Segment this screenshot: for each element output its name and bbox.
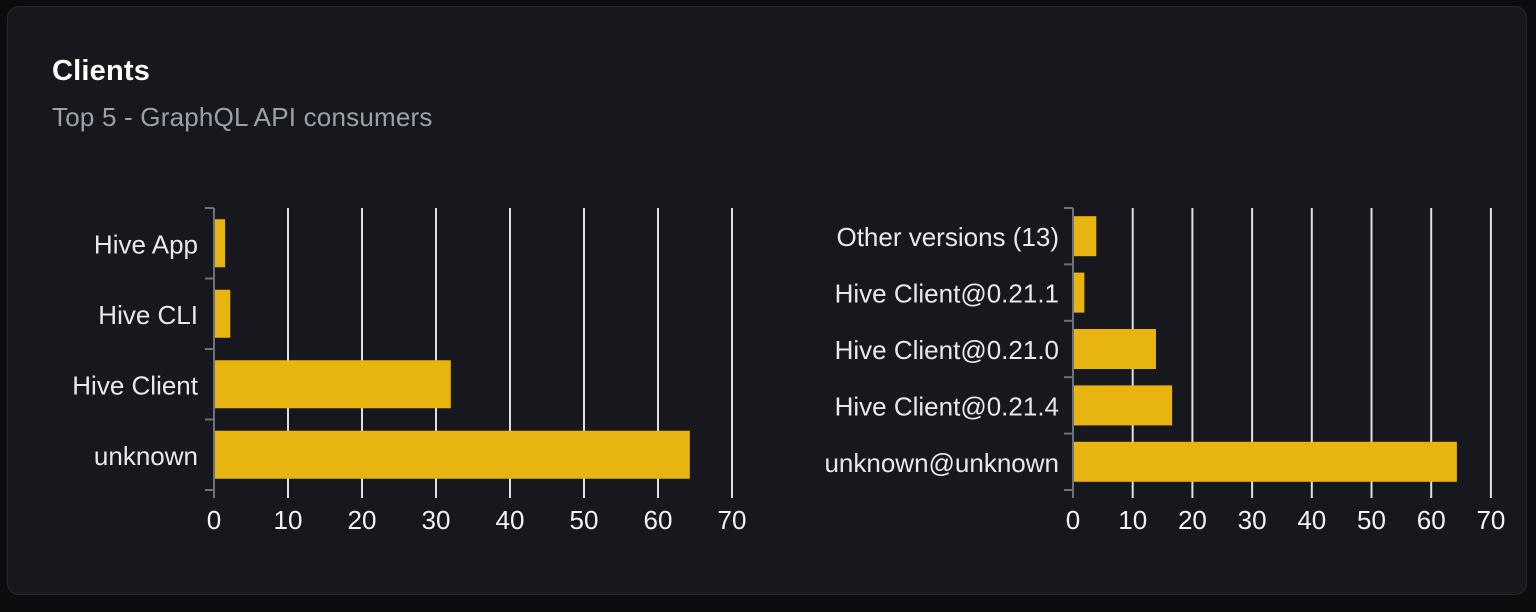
- bar-hive-cli[interactable]: [214, 289, 231, 338]
- page-title: Clients: [52, 55, 151, 87]
- category-label: Other versions (13): [836, 222, 1059, 252]
- bar-hive-client-0.21.0[interactable]: [1073, 329, 1156, 369]
- x-tick-label: 70: [718, 505, 747, 535]
- bar-hive-app[interactable]: [214, 219, 226, 268]
- x-tick-label: 10: [1118, 505, 1147, 535]
- x-tick-label: 60: [644, 505, 673, 535]
- category-label: unknown: [94, 441, 198, 471]
- bar-unknown[interactable]: [214, 430, 690, 479]
- category-label: Hive Client@0.21.4: [835, 391, 1059, 421]
- page-subtitle: Top 5 - GraphQL API consumers: [52, 102, 433, 132]
- x-tick-label: 20: [1178, 505, 1207, 535]
- category-label: unknown@unknown: [824, 448, 1059, 478]
- category-label: Hive CLI: [98, 300, 198, 330]
- x-tick-label: 30: [422, 505, 451, 535]
- bar-hive-client[interactable]: [214, 360, 451, 409]
- x-tick-label: 70: [1476, 505, 1505, 535]
- x-tick-label: 0: [207, 505, 221, 535]
- clients-by-name-chart: Hive App Hive CLI Hive Client unknown 0 10 20 3…: [72, 207, 747, 535]
- x-tick-label: 50: [570, 505, 599, 535]
- x-tick-label: 30: [1238, 505, 1267, 535]
- bar-hive-client-0.21.4[interactable]: [1073, 385, 1173, 426]
- bar-other-versions-13-[interactable]: [1073, 216, 1097, 257]
- bar-unknown-unknown[interactable]: [1073, 441, 1457, 482]
- x-tick-label: 10: [274, 505, 303, 535]
- category-label: Hive Client: [72, 370, 198, 400]
- category-label: Hive Client@0.21.0: [835, 335, 1059, 365]
- clients-card: Clients Top 5 - GraphQL API consumers: [7, 6, 1527, 595]
- x-tick-label: 20: [348, 505, 377, 535]
- x-tick-label: 50: [1357, 505, 1386, 535]
- x-tick-label: 40: [1297, 505, 1326, 535]
- clients-by-version-chart: Other versions (13) Hive Client@0.21.1 Hiv…: [824, 207, 1505, 535]
- category-label: Hive App: [94, 229, 198, 259]
- bar-hive-client-0.21.1[interactable]: [1073, 272, 1085, 313]
- x-tick-label: 60: [1417, 505, 1446, 535]
- category-label: Hive Client@0.21.1: [835, 279, 1059, 309]
- x-tick-label: 40: [496, 505, 525, 535]
- x-tick-label: 0: [1066, 505, 1080, 535]
